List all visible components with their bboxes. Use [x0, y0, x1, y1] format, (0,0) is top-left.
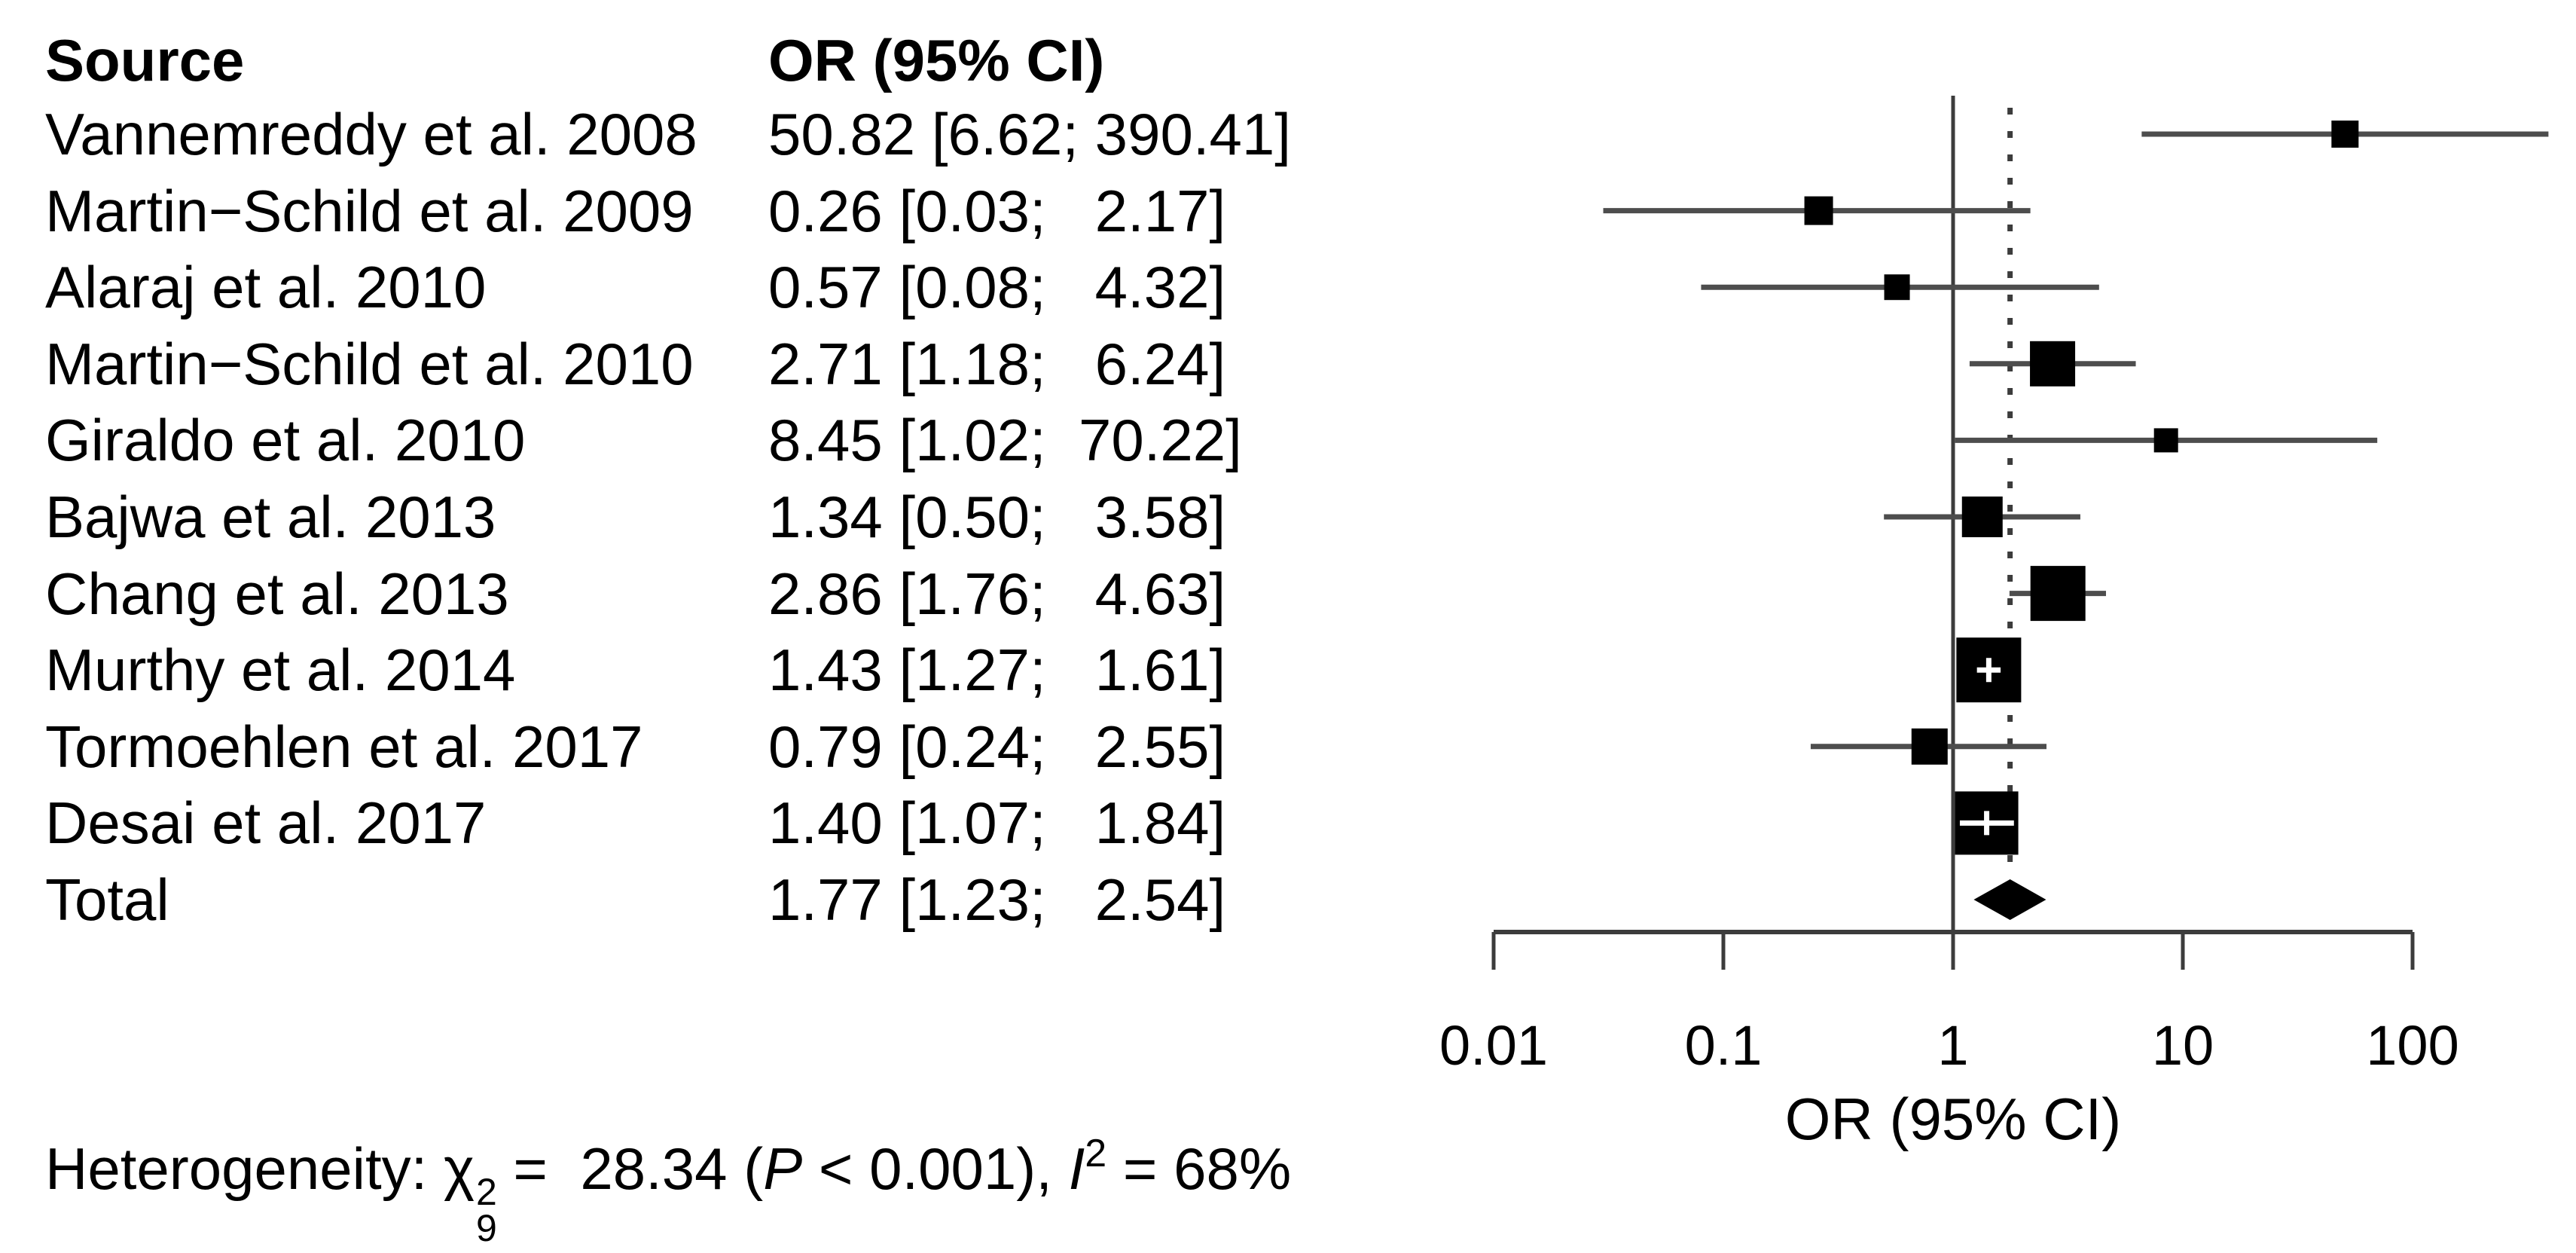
study-row: Vannemreddy et al. 2008 50.82 [6.62; 390.…	[0, 96, 2576, 173]
paren-open: (	[727, 1135, 764, 1202]
study-row: Chang et al. 2013 2.86 [1.76; 4.63]	[0, 556, 2576, 632]
study-row: Bajwa et al. 2013 1.34 [0.50; 3.58]	[0, 479, 2576, 555]
heterogeneity-label: Heterogeneity:	[45, 1135, 444, 1202]
i-squared-superscript: 2	[1085, 1132, 1107, 1175]
study-or-ci: 2.71 [1.18; 6.24]	[768, 330, 1226, 397]
study-row: Murthy et al. 2014 1.43 [1.27; 1.61]	[0, 632, 2576, 708]
study-name: Total	[45, 866, 169, 933]
study-or-ci: 1.34 [0.50; 3.58]	[768, 484, 1226, 550]
study-or-ci: 1.40 [1.07; 1.84]	[768, 790, 1226, 857]
study-or-ci: 0.26 [0.03; 2.17]	[768, 177, 1226, 244]
x-axis-tick-label: 10	[2152, 1014, 2214, 1077]
total-row: Total 1.77 [1.23; 2.54]	[0, 862, 2576, 938]
i-squared-value: = 68%	[1106, 1135, 1292, 1202]
x-axis-tick-label: 0.1	[1685, 1014, 1763, 1077]
or-column-header: OR (95% CI)	[768, 27, 1105, 93]
p-symbol: P	[763, 1135, 803, 1202]
study-or-ci: 0.57 [0.08; 4.32]	[768, 254, 1226, 321]
study-name: Desai et al. 2017	[45, 790, 487, 857]
study-name: Bajwa et al. 2013	[45, 484, 496, 550]
study-row: Alaraj et al. 2010 0.57 [0.08; 4.32]	[0, 249, 2576, 325]
study-or-ci: 0.79 [0.24; 2.55]	[768, 713, 1226, 780]
study-row: Desai et al. 2017 1.40 [1.07; 1.84]	[0, 785, 2576, 861]
study-row: Tormoehlen et al. 2017 0.79 [0.24; 2.55]	[0, 709, 2576, 785]
x-axis-tick-label: 100	[2366, 1014, 2458, 1077]
x-axis-tick-label: 1	[1937, 1014, 1968, 1077]
study-name: Martin−Schild et al. 2010	[45, 330, 694, 397]
x-axis-title: OR (95% CI)	[1785, 1086, 2121, 1152]
study-name: Murthy et al. 2014	[45, 637, 516, 704]
study-or-ci: 1.43 [1.27; 1.61]	[768, 637, 1226, 704]
study-name: Chang et al. 2013	[45, 560, 509, 627]
study-row: Martin−Schild et al. 2010 2.71 [1.18; 6.2…	[0, 326, 2576, 402]
study-name: Giraldo et al. 2010	[45, 407, 526, 474]
equals-sign: =	[496, 1135, 581, 1202]
study-name: Martin−Schild et al. 2009	[45, 177, 694, 244]
study-name: Tormoehlen et al. 2017	[45, 713, 643, 780]
study-row: Giraldo et al. 2010 8.45 [1.02; 70.22]	[0, 402, 2576, 478]
chi-subscript: 9	[475, 1207, 497, 1249]
study-or-ci: 8.45 [1.02; 70.22]	[768, 407, 1242, 474]
study-row: Martin−Schild et al. 2009 0.26 [0.03; 2.1…	[0, 173, 2576, 249]
study-name: Vannemreddy et al. 2008	[45, 101, 697, 167]
study-name: Alaraj et al. 2010	[45, 254, 487, 321]
source-column-header: Source	[45, 27, 245, 93]
chi-squared-value: 28.34	[580, 1135, 728, 1202]
p-value-text: < 0.001),	[802, 1135, 1069, 1202]
study-or-ci: 1.77 [1.23; 2.54]	[768, 866, 1226, 933]
chi-superscript: 2	[475, 1171, 497, 1213]
study-or-ci: 2.86 [1.76; 4.63]	[768, 560, 1226, 627]
x-axis-tick-label: 0.01	[1439, 1014, 1548, 1077]
i-squared-symbol: I	[1068, 1135, 1085, 1202]
study-or-ci: 50.82 [6.62; 390.41]	[768, 101, 1291, 167]
